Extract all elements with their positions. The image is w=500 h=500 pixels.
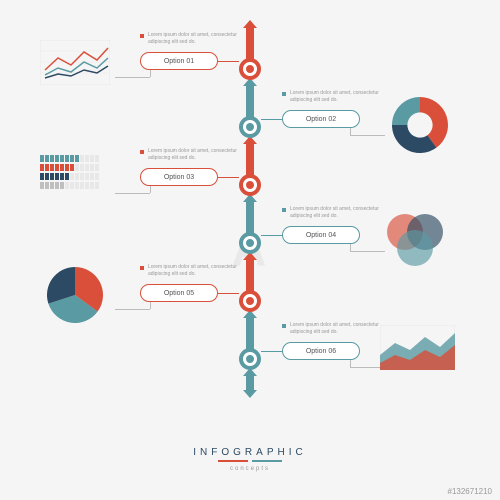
footer-subtitle: concepts [0, 466, 500, 472]
timeline-arrow [243, 310, 257, 350]
chart-connector-h [115, 77, 150, 78]
option-box: Option 05 [140, 284, 218, 302]
option-box: Option 02 [282, 110, 360, 128]
option-text: Lorem ipsum dolor sit amet, consectetur … [290, 90, 380, 104]
chart-connector-h [115, 309, 150, 310]
timeline-node [239, 290, 261, 312]
chart-connector-h [350, 135, 385, 136]
timeline-node [239, 232, 261, 254]
line-chart [40, 40, 110, 90]
timeline-arrow [243, 136, 257, 176]
chart-connector-v [150, 186, 151, 193]
footer-title: INFOGRAPHIC [0, 447, 500, 458]
option-text: Lorem ipsum dolor sit amet, consectetur … [290, 206, 380, 220]
connector [218, 61, 239, 62]
chart-connector-v [150, 70, 151, 77]
timeline-node [239, 174, 261, 196]
option-box: Option 04 [282, 226, 360, 244]
chart-connector-h [115, 193, 150, 194]
timeline-arrow [243, 194, 257, 234]
timeline-arrow [243, 252, 257, 292]
bullet [140, 34, 144, 38]
connector [218, 293, 239, 294]
connector [261, 235, 282, 236]
timeline-node [239, 58, 261, 80]
chart-connector-v [350, 244, 351, 251]
infographic-canvas: A Option 01Lorem ipsum dolor sit amet, c… [0, 0, 500, 500]
timeline-node [239, 348, 261, 370]
option-text: Lorem ipsum dolor sit amet, consectetur … [148, 264, 238, 278]
venn-chart [380, 210, 450, 275]
chart-connector-v [150, 302, 151, 309]
footer-bar-red [218, 460, 248, 462]
timeline-arrow [243, 78, 257, 118]
option-box: Option 01 [140, 52, 218, 70]
option-text: Lorem ipsum dolor sit amet, consectetur … [148, 32, 238, 46]
chart-connector-v [350, 360, 351, 367]
pie-chart [47, 267, 103, 328]
timeline-node [239, 116, 261, 138]
bullet [282, 324, 286, 328]
bullet [140, 150, 144, 154]
bullet [282, 208, 286, 212]
timeline-arrow [243, 20, 257, 60]
donut-chart [390, 95, 450, 160]
area-chart [380, 325, 455, 375]
stock-id: #132671210 [448, 487, 493, 496]
bullet [282, 92, 286, 96]
option-box: Option 03 [140, 168, 218, 186]
bar-chart [40, 155, 110, 200]
footer-bar-teal [252, 460, 282, 462]
connector [218, 177, 239, 178]
option-text: Lorem ipsum dolor sit amet, consectetur … [148, 148, 238, 162]
connector [261, 119, 282, 120]
bullet [140, 266, 144, 270]
connector [261, 351, 282, 352]
timeline-tail [243, 368, 257, 403]
option-box: Option 06 [282, 342, 360, 360]
option-text: Lorem ipsum dolor sit amet, consectetur … [290, 322, 380, 336]
chart-connector-v [350, 128, 351, 135]
